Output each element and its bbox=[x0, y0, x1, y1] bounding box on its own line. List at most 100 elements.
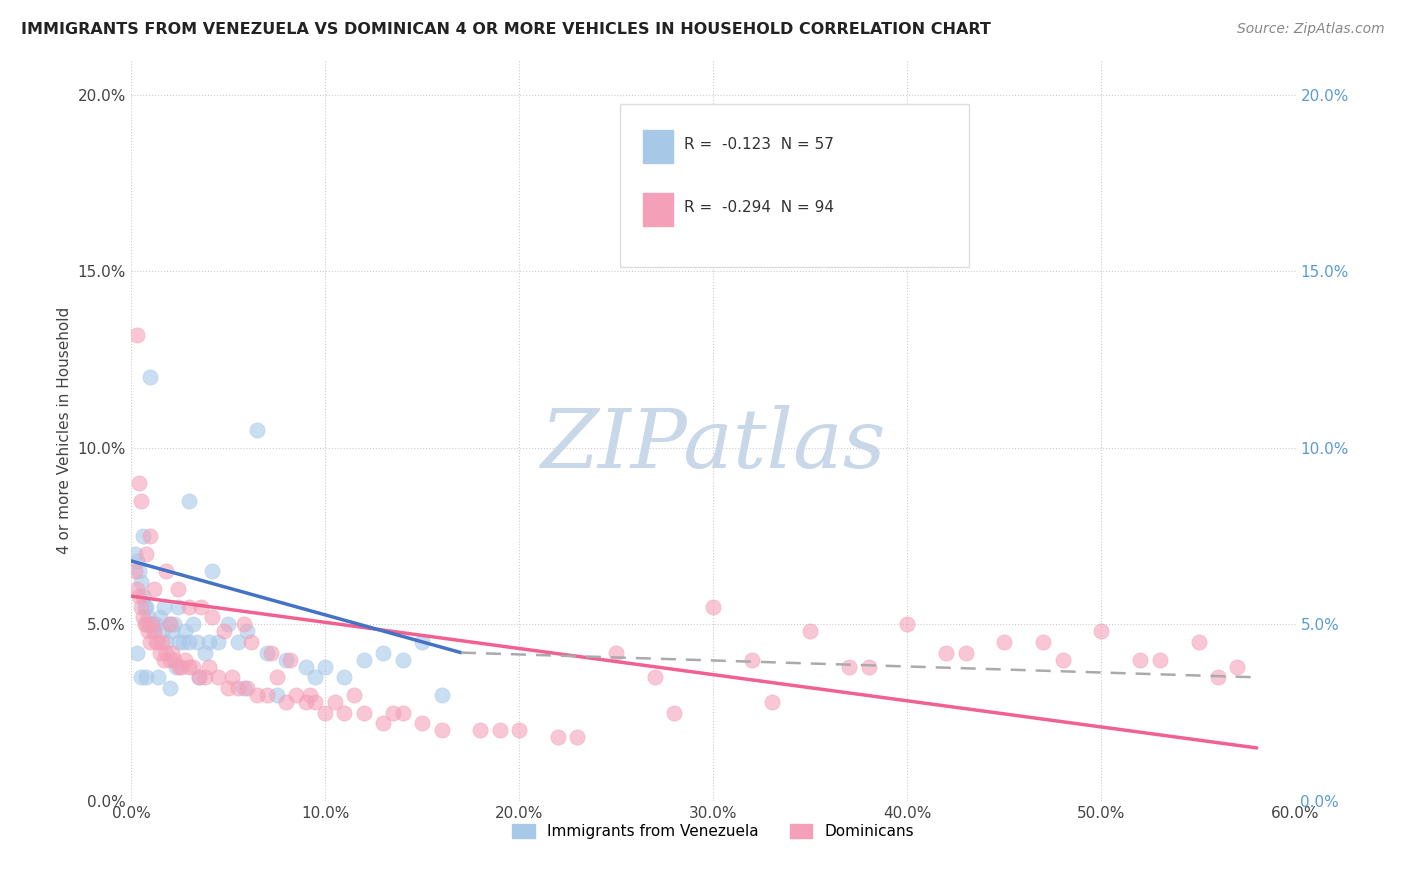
Point bbox=[343, 688, 366, 702]
Point bbox=[179, 659, 201, 673]
Point bbox=[181, 659, 204, 673]
Point bbox=[169, 659, 191, 673]
Point bbox=[314, 706, 336, 720]
Point bbox=[430, 723, 453, 738]
Point bbox=[141, 617, 163, 632]
Point bbox=[1149, 653, 1171, 667]
Point bbox=[567, 731, 589, 745]
Point bbox=[391, 653, 413, 667]
Point bbox=[179, 635, 201, 649]
Point bbox=[134, 599, 156, 614]
Point bbox=[179, 493, 201, 508]
Y-axis label: 4 or more Vehicles in Household: 4 or more Vehicles in Household bbox=[58, 307, 72, 554]
Point bbox=[139, 370, 162, 384]
Point bbox=[232, 617, 254, 632]
Point bbox=[141, 617, 163, 632]
Point bbox=[236, 624, 259, 639]
Point bbox=[138, 610, 160, 624]
Point bbox=[1187, 635, 1209, 649]
Point bbox=[702, 599, 724, 614]
Point bbox=[605, 646, 627, 660]
Point bbox=[131, 529, 153, 543]
Point bbox=[470, 723, 492, 738]
Point bbox=[145, 617, 167, 632]
Point bbox=[266, 670, 288, 684]
FancyBboxPatch shape bbox=[620, 104, 970, 268]
Point bbox=[353, 653, 375, 667]
Point bbox=[146, 635, 169, 649]
Point bbox=[134, 617, 156, 632]
Point bbox=[149, 610, 172, 624]
Point bbox=[174, 653, 197, 667]
Text: R =  -0.294  N = 94: R = -0.294 N = 94 bbox=[685, 201, 834, 215]
Point bbox=[430, 688, 453, 702]
Point bbox=[236, 681, 259, 695]
Bar bbox=[644, 193, 672, 227]
Point bbox=[1129, 653, 1152, 667]
Point bbox=[150, 635, 173, 649]
Point bbox=[129, 574, 152, 589]
Point bbox=[128, 565, 150, 579]
Point bbox=[135, 547, 157, 561]
Point bbox=[197, 635, 219, 649]
Point bbox=[187, 670, 209, 684]
Point bbox=[294, 659, 316, 673]
Point bbox=[226, 681, 249, 695]
Point bbox=[294, 695, 316, 709]
Point bbox=[314, 659, 336, 673]
Point bbox=[201, 610, 224, 624]
Point bbox=[169, 635, 191, 649]
Point bbox=[153, 599, 176, 614]
Point bbox=[128, 476, 150, 491]
Point bbox=[124, 565, 146, 579]
Point bbox=[201, 565, 224, 579]
Point bbox=[333, 706, 356, 720]
Point bbox=[799, 624, 821, 639]
Point bbox=[508, 723, 530, 738]
Point bbox=[955, 646, 977, 660]
Point bbox=[139, 635, 162, 649]
Point bbox=[125, 582, 148, 596]
Point bbox=[276, 653, 298, 667]
Point bbox=[155, 565, 177, 579]
Point bbox=[1226, 659, 1249, 673]
Point bbox=[129, 670, 152, 684]
Point bbox=[131, 589, 153, 603]
Point bbox=[163, 617, 186, 632]
Point bbox=[165, 659, 187, 673]
Point bbox=[125, 554, 148, 568]
Point bbox=[278, 653, 301, 667]
Point bbox=[125, 646, 148, 660]
Point bbox=[139, 617, 162, 632]
Point bbox=[194, 646, 217, 660]
Point bbox=[212, 624, 235, 639]
Point bbox=[207, 670, 229, 684]
Point bbox=[135, 670, 157, 684]
Point bbox=[143, 624, 166, 639]
Point bbox=[858, 659, 880, 673]
Text: R =  -0.123  N = 57: R = -0.123 N = 57 bbox=[685, 137, 834, 153]
Point bbox=[1052, 653, 1074, 667]
Point bbox=[276, 695, 298, 709]
Point bbox=[128, 589, 150, 603]
Point bbox=[131, 610, 153, 624]
Point bbox=[373, 646, 395, 660]
Point bbox=[333, 670, 356, 684]
Text: ZIPatlas: ZIPatlas bbox=[540, 405, 886, 485]
Point bbox=[761, 695, 783, 709]
Point bbox=[260, 646, 283, 660]
Bar bbox=[644, 130, 672, 163]
Point bbox=[172, 635, 194, 649]
Point bbox=[1090, 624, 1112, 639]
Point bbox=[664, 706, 686, 720]
Point bbox=[146, 670, 169, 684]
Point bbox=[488, 723, 510, 738]
Point bbox=[145, 635, 167, 649]
Point bbox=[373, 716, 395, 731]
Point bbox=[187, 670, 209, 684]
Point bbox=[246, 423, 269, 437]
Point bbox=[353, 706, 375, 720]
Point bbox=[138, 624, 160, 639]
Point bbox=[323, 695, 346, 709]
Point bbox=[159, 617, 181, 632]
